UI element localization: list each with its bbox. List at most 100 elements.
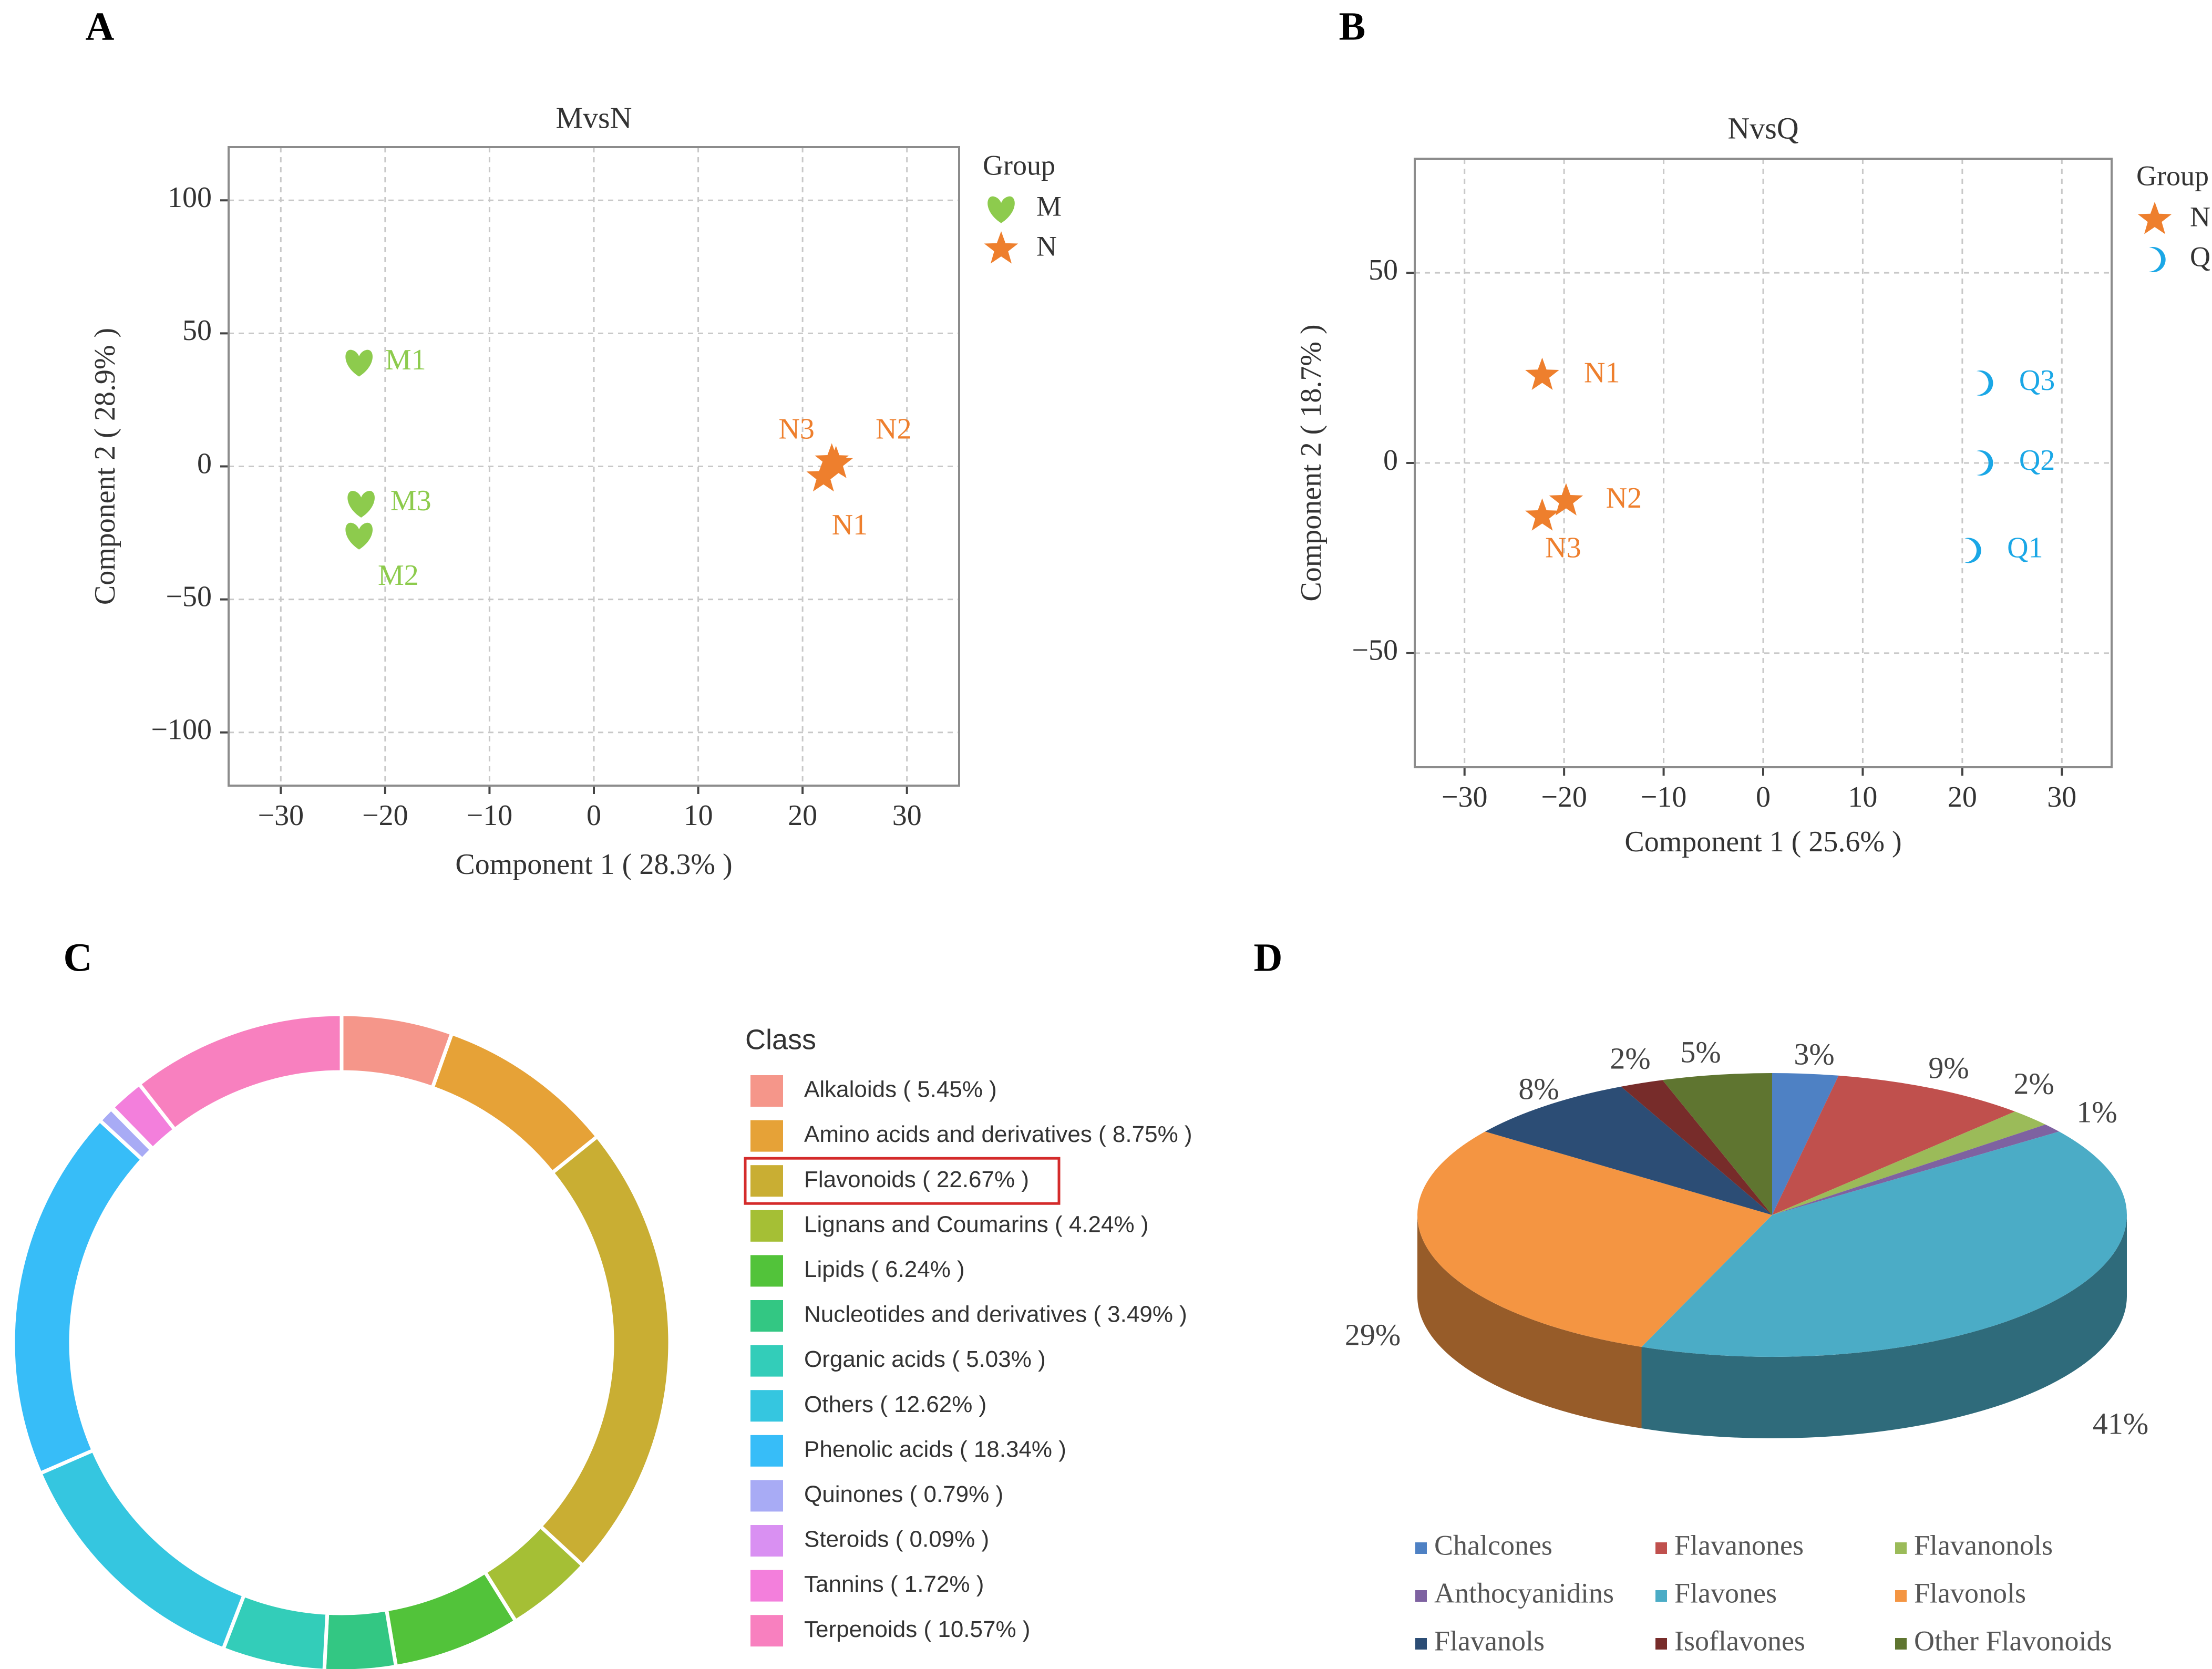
donut-slice-others [37,1448,246,1652]
point-label: M3 [390,485,431,517]
point-label: N2 [1606,482,1642,514]
legend-label: Flavanols [1434,1625,1545,1656]
point-label: N1 [1584,356,1620,389]
y-tick-label: 0 [197,447,212,480]
legend-swatch [1895,1542,1907,1554]
chart-title: MvsN [555,100,632,135]
pie-percent-label: 3% [1794,1037,1834,1071]
legend: Chalcones Flavanones Flavanonols Anthocyani… [1415,1529,2112,1656]
x-tick-label: −10 [467,799,513,832]
x-tick-label: 10 [684,799,713,832]
pie-panel-d: 3% 9% 2% 1% 41% 29% 8% 2% 5% Chalcones Flavanones F… [1345,1035,2148,1656]
point-label: Q3 [2019,364,2055,397]
pie-percent-label: 2% [1610,1041,1650,1075]
pie-slice-isoflavones [1621,1080,1772,1215]
legend-label: N [1036,230,1057,262]
pie-side-flavones [1641,1215,2127,1438]
pie-slice-chalcones [1772,1073,1839,1215]
donut-slice-flavonoids [538,1134,672,1569]
chart-title: NvsQ [1727,111,1798,145]
x-tick-label: 10 [1848,781,1877,813]
y-axis-label: Component 2 ( 18.7% ) [1295,324,1328,601]
legend-label: Anthocyanidins [1434,1577,1614,1609]
x-axis-label: Component 1 ( 28.3% ) [455,848,732,881]
legend-label: Lignans and Coumarins ( 4.24% ) [804,1211,1148,1237]
y-tick-label: 50 [182,314,212,347]
legend-swatch [1895,1590,1907,1602]
y-tick-label: 0 [1383,444,1398,477]
plot-frame [228,146,960,787]
pie-slice-flavanonols [1772,1111,2046,1215]
data-point-n2 [1549,483,1583,516]
pie-percent-label: 29% [1345,1317,1401,1352]
legend-label: Nucleotides and derivatives ( 3.49% ) [804,1302,1187,1327]
legend-label: Flavanones [1674,1529,1804,1561]
y-tick-label: −50 [1352,634,1398,667]
data-point-n3 [1525,498,1559,531]
data-point-q1 [1964,538,1981,563]
point-label: N3 [1545,531,1581,564]
panel-label-d: D [1254,935,1283,980]
data-point-n3 [819,446,853,478]
legend-label: Isoflavones [1674,1625,1805,1656]
pie-side-flavonols [1417,1215,1642,1429]
legend-marker-n [2137,202,2172,234]
y-tick-label: −50 [166,580,212,613]
pie-percent-label: 1% [2076,1095,2117,1129]
legend: Class Alkaloids ( 5.45% ) Amino acids and … [744,1024,1192,1647]
pie-slice-flavonols [1417,1131,1772,1347]
highlight-box [744,1157,1061,1205]
legend-label: Steroids ( 0.09% ) [804,1527,989,1552]
legend-label: Flavonols [1914,1577,2026,1609]
legend-swatch [750,1210,783,1242]
legend-label: Phenolic acids ( 18.34% ) [804,1436,1066,1462]
point-label: N3 [778,413,814,446]
x-tick-label: −30 [1442,781,1488,813]
pie-percent-label: 9% [1928,1050,1969,1085]
legend-swatch [750,1480,783,1512]
x-tick-label: 0 [587,799,601,832]
legend-label: Alkaloids ( 5.45% ) [804,1077,997,1103]
legend-label: Flavones [1674,1577,1777,1609]
pie-percent-label: 2% [2013,1066,2054,1100]
point-label: N2 [876,413,911,446]
panel-label-c: C [64,935,92,980]
pie-slice-anthocyanidins [1772,1124,2060,1215]
y-tick-label: −100 [151,714,212,746]
point-label: M1 [385,344,426,376]
y-axis-label: Component 2 ( 28.9% ) [89,328,121,605]
legend: Group MN [983,149,1062,264]
legend-swatch [750,1120,783,1152]
legend-label: Flavanonols [1914,1529,2053,1561]
data-point-m1 [345,349,373,377]
scatter-panel-b: −30 −20 −10 0 10 20 30 50 0 −50 NvsQ Component 1 ( … [1295,111,2210,858]
legend-title: Group [2136,160,2209,191]
data-point-m2 [345,522,373,550]
legend-marker-m [987,196,1015,223]
legend-title: Class [745,1024,816,1055]
legend-label: N [2190,201,2210,232]
donut-slice-phenolic-acids [11,1118,145,1476]
x-tick-label: −30 [258,799,304,832]
legend-swatch [750,1525,783,1557]
pie-slice-other-flavonoids [1662,1073,1772,1215]
legend-marker-q [2149,246,2166,273]
pie-slice-flavones [1641,1131,2127,1357]
panel-label-a: A [86,4,115,48]
pie-percent-label: 8% [1518,1072,1559,1106]
legend-swatch [750,1165,783,1197]
legend-swatch [1415,1638,1427,1650]
x-tick-label: 30 [892,799,922,832]
scatter-panel-a: −30 −20 −10 0 10 20 30100500−50−100MvsNCompone… [89,100,1062,881]
donut-slice-nucleotides-and-derivatives [322,1607,398,1669]
legend-label: Organic acids ( 5.03% ) [804,1346,1046,1372]
legend-swatch [750,1390,783,1422]
legend-swatch [750,1570,783,1602]
donut-slice-amino-acids-and-derivatives [430,1031,600,1176]
x-tick-label: −20 [1541,781,1587,813]
data-point-q2 [1976,450,1993,476]
legend-swatch [750,1255,783,1287]
legend-label: Others ( 12.62% ) [804,1392,986,1417]
legend-swatch [750,1300,783,1332]
